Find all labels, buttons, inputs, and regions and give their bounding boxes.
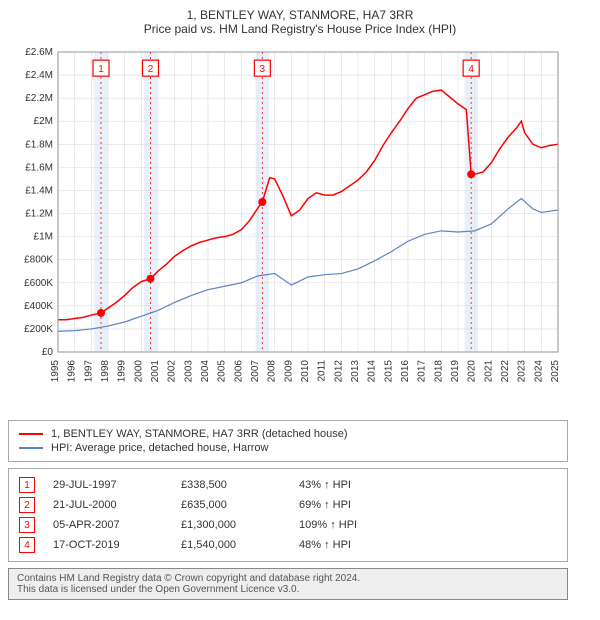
sales-table: 1 29-JUL-1997 £338,500 43% ↑ HPI 2 21-JUL-200… bbox=[8, 468, 568, 562]
svg-text:2010: 2010 bbox=[300, 360, 311, 383]
sale-price: £1,300,000 bbox=[181, 519, 281, 531]
chart-container: £0 £200K £400K £600K £800K £1M £1.2M £1.4M £1.6M… bbox=[8, 42, 592, 412]
svg-text:2012: 2012 bbox=[333, 360, 344, 383]
sale-marker: 2 bbox=[19, 497, 35, 513]
svg-text:£2M: £2M bbox=[34, 116, 53, 127]
sale-row: 1 29-JUL-1997 £338,500 43% ↑ HPI bbox=[19, 475, 557, 495]
svg-text:2016: 2016 bbox=[400, 360, 411, 383]
svg-text:£1.6M: £1.6M bbox=[25, 162, 53, 173]
sale-date: 17-OCT-2019 bbox=[53, 539, 163, 551]
legend-swatch bbox=[19, 447, 43, 449]
svg-text:1999: 1999 bbox=[117, 360, 128, 383]
svg-text:2006: 2006 bbox=[233, 360, 244, 383]
sale-marker: 1 bbox=[19, 477, 35, 493]
svg-text:2007: 2007 bbox=[250, 360, 261, 383]
svg-text:1: 1 bbox=[98, 64, 104, 75]
sale-marker: 4 bbox=[19, 537, 35, 553]
svg-text:£0: £0 bbox=[42, 347, 54, 358]
footer-line1: Contains HM Land Registry data © Crown c… bbox=[17, 573, 559, 584]
price-chart: £0 £200K £400K £600K £800K £1M £1.2M £1.4M £1.6M… bbox=[8, 42, 568, 412]
svg-text:1995: 1995 bbox=[50, 360, 61, 383]
legend-label: HPI: Average price, detached house, Harr… bbox=[51, 442, 268, 454]
svg-text:2004: 2004 bbox=[200, 360, 211, 383]
svg-text:2005: 2005 bbox=[217, 360, 228, 383]
svg-text:2020: 2020 bbox=[467, 360, 478, 383]
svg-text:2021: 2021 bbox=[483, 360, 494, 383]
svg-text:2003: 2003 bbox=[183, 360, 194, 383]
legend-swatch bbox=[19, 433, 43, 435]
svg-text:2015: 2015 bbox=[383, 360, 394, 383]
svg-text:2: 2 bbox=[148, 64, 154, 75]
sale-price: £1,540,000 bbox=[181, 539, 281, 551]
svg-text:2011: 2011 bbox=[317, 360, 328, 382]
svg-text:2024: 2024 bbox=[533, 360, 544, 383]
sale-row: 2 21-JUL-2000 £635,000 69% ↑ HPI bbox=[19, 495, 557, 515]
svg-text:2025: 2025 bbox=[550, 360, 561, 383]
svg-text:£200K: £200K bbox=[24, 324, 53, 335]
svg-text:£800K: £800K bbox=[24, 255, 53, 266]
svg-text:2018: 2018 bbox=[433, 360, 444, 383]
footer-line2: This data is licensed under the Open Gov… bbox=[17, 584, 559, 595]
svg-text:2023: 2023 bbox=[517, 360, 528, 383]
sale-price: £338,500 bbox=[181, 479, 281, 491]
svg-text:2014: 2014 bbox=[367, 360, 378, 383]
sale-date: 05-APR-2007 bbox=[53, 519, 163, 531]
svg-text:2008: 2008 bbox=[267, 360, 278, 383]
sale-pct: 109% ↑ HPI bbox=[299, 519, 419, 531]
sale-pct: 43% ↑ HPI bbox=[299, 479, 419, 491]
svg-text:£2.4M: £2.4M bbox=[25, 70, 53, 81]
svg-text:1998: 1998 bbox=[100, 360, 111, 383]
svg-text:2001: 2001 bbox=[150, 360, 161, 383]
title-address: 1, BENTLEY WAY, STANMORE, HA7 3RR bbox=[8, 8, 592, 22]
svg-text:£1.8M: £1.8M bbox=[25, 139, 53, 150]
svg-text:4: 4 bbox=[468, 64, 474, 75]
svg-text:2013: 2013 bbox=[350, 360, 361, 383]
sale-pct: 69% ↑ HPI bbox=[299, 499, 419, 511]
sale-date: 29-JUL-1997 bbox=[53, 479, 163, 491]
svg-text:£400K: £400K bbox=[24, 301, 53, 312]
legend-row: 1, BENTLEY WAY, STANMORE, HA7 3RR (detac… bbox=[19, 427, 557, 441]
legend-label: 1, BENTLEY WAY, STANMORE, HA7 3RR (detac… bbox=[51, 428, 348, 440]
svg-text:2017: 2017 bbox=[417, 360, 428, 383]
legend: 1, BENTLEY WAY, STANMORE, HA7 3RR (detac… bbox=[8, 420, 568, 462]
svg-text:£600K: £600K bbox=[24, 278, 53, 289]
sale-pct: 48% ↑ HPI bbox=[299, 539, 419, 551]
svg-text:2000: 2000 bbox=[133, 360, 144, 383]
svg-text:£1M: £1M bbox=[34, 232, 53, 243]
legend-row: HPI: Average price, detached house, Harr… bbox=[19, 441, 557, 455]
svg-text:2022: 2022 bbox=[500, 360, 511, 383]
svg-text:3: 3 bbox=[260, 64, 266, 75]
sale-marker: 3 bbox=[19, 517, 35, 533]
svg-text:2002: 2002 bbox=[167, 360, 178, 383]
sale-date: 21-JUL-2000 bbox=[53, 499, 163, 511]
svg-text:£1.2M: £1.2M bbox=[25, 209, 53, 220]
title-subtitle: Price paid vs. HM Land Registry's House … bbox=[8, 22, 592, 36]
sale-price: £635,000 bbox=[181, 499, 281, 511]
svg-text:£2.6M: £2.6M bbox=[25, 47, 53, 58]
svg-text:2009: 2009 bbox=[283, 360, 294, 383]
svg-text:£1.4M: £1.4M bbox=[25, 185, 53, 196]
svg-text:1996: 1996 bbox=[67, 360, 78, 383]
svg-text:2019: 2019 bbox=[450, 360, 461, 383]
svg-text:£2.2M: £2.2M bbox=[25, 93, 53, 104]
chart-title-block: 1, BENTLEY WAY, STANMORE, HA7 3RR Price … bbox=[8, 8, 592, 36]
sale-row: 3 05-APR-2007 £1,300,000 109% ↑ HPI bbox=[19, 515, 557, 535]
sale-row: 4 17-OCT-2019 £1,540,000 48% ↑ HPI bbox=[19, 535, 557, 555]
attribution-footer: Contains HM Land Registry data © Crown c… bbox=[8, 568, 568, 600]
svg-text:1997: 1997 bbox=[83, 360, 94, 383]
